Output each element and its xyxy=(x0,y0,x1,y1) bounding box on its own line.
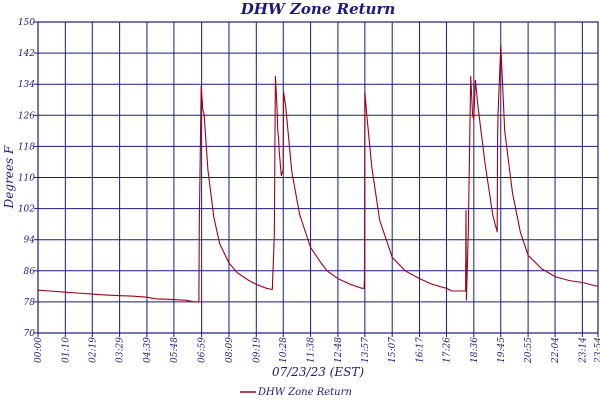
x-tick-label: 16:17 xyxy=(416,337,426,363)
x-axis-ticks: 00:00 01:10 02:19 03:29 04:39 05:48 06:59 08:09… xyxy=(34,333,600,364)
y-tick-label: 118 xyxy=(18,142,35,152)
y-tick-label: 102 xyxy=(18,205,35,215)
x-tick-label: 04:39 xyxy=(143,337,153,363)
y-tick-label: 94 xyxy=(24,236,36,246)
series-group xyxy=(37,44,599,303)
x-tick-label: 19:45 xyxy=(497,337,507,363)
x-tick-label: 23:14 xyxy=(578,337,588,364)
x-tick-label: 06:59 xyxy=(198,337,208,363)
x-tick-label: 20:55 xyxy=(524,337,534,364)
x-tick-label: 11:38 xyxy=(307,337,317,363)
y-tick-label: 86 xyxy=(24,267,36,277)
x-tick-label: 10:28 xyxy=(279,337,289,363)
legend-label: DHW Zone Return xyxy=(257,387,352,398)
y-tick-label: 126 xyxy=(18,111,35,121)
x-tick-label: 05:48 xyxy=(170,337,180,363)
x-tick-label: 22:04 xyxy=(551,337,561,364)
y-tick-label: 70 xyxy=(24,329,36,339)
x-tick-label: 08:09 xyxy=(225,337,235,363)
x-tick-label: 09:19 xyxy=(252,337,262,363)
y-tick-label: 142 xyxy=(18,49,35,59)
y-tick-label: 134 xyxy=(18,80,35,90)
y-axis-label: Degrees F xyxy=(2,145,16,209)
x-tick-label: 13:57 xyxy=(361,337,371,363)
x-tick-label: 17:26 xyxy=(442,337,452,363)
y-tick-label: 78 xyxy=(24,298,36,308)
x-tick-label: 23:54 xyxy=(594,337,600,364)
x-tick-label: 12:48 xyxy=(334,337,344,363)
chart-title: DHW Zone Return xyxy=(240,0,396,18)
y-tick-label: 150 xyxy=(18,18,35,28)
x-tick-label: 15:07 xyxy=(388,337,398,363)
y-axis-ticks: 70 78 86 94 102 110 118 126 134 142 150 xyxy=(18,18,38,339)
x-tick-label: 01:10 xyxy=(61,337,71,363)
x-tick-label: 00:00 xyxy=(34,337,44,363)
x-tick-label: 03:29 xyxy=(116,337,126,363)
series-line-dhw-zone-return xyxy=(37,44,599,303)
x-tick-label: 02:19 xyxy=(88,337,98,363)
grid xyxy=(37,21,599,334)
x-tick-label: 18:36 xyxy=(470,337,480,363)
x-axis-label: 07/23/23 (EST) xyxy=(272,365,364,379)
legend: DHW Zone Return xyxy=(240,387,352,398)
y-tick-label: 110 xyxy=(18,174,35,184)
